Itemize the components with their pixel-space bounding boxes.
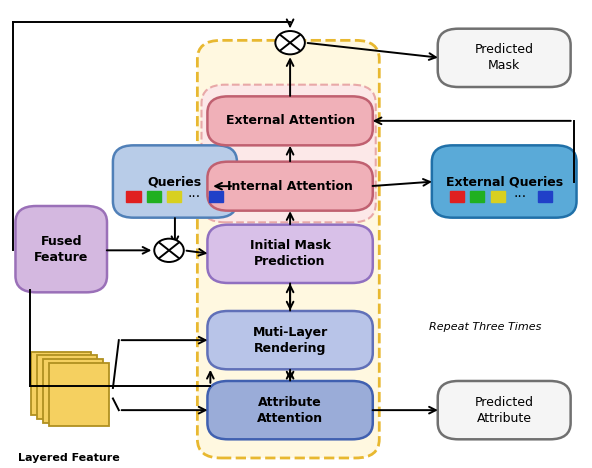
FancyBboxPatch shape: [437, 29, 571, 87]
FancyBboxPatch shape: [207, 311, 373, 369]
FancyBboxPatch shape: [207, 381, 373, 439]
Text: Attribute
Attention: Attribute Attention: [257, 395, 323, 424]
FancyBboxPatch shape: [197, 40, 379, 458]
Bar: [491, 191, 505, 202]
Text: Muti-Layer
Rendering: Muti-Layer Rendering: [252, 326, 328, 355]
Text: External Attention: External Attention: [226, 114, 355, 127]
Text: Predicted
Attribute: Predicted Attribute: [475, 395, 534, 424]
FancyBboxPatch shape: [207, 225, 373, 283]
Circle shape: [275, 31, 305, 54]
Text: External Queries: External Queries: [446, 175, 563, 188]
FancyBboxPatch shape: [113, 146, 237, 218]
Text: ···: ···: [188, 190, 201, 204]
Text: ···: ···: [513, 190, 526, 204]
FancyBboxPatch shape: [31, 351, 91, 415]
FancyBboxPatch shape: [432, 146, 577, 218]
Text: Layered Feature: Layered Feature: [18, 453, 120, 463]
FancyBboxPatch shape: [49, 363, 109, 426]
Bar: [470, 191, 484, 202]
Bar: [538, 191, 552, 202]
FancyBboxPatch shape: [37, 355, 97, 419]
Circle shape: [155, 239, 184, 262]
FancyBboxPatch shape: [201, 85, 376, 222]
FancyBboxPatch shape: [207, 96, 373, 146]
Text: Predicted
Mask: Predicted Mask: [475, 44, 534, 73]
FancyBboxPatch shape: [43, 359, 103, 423]
FancyBboxPatch shape: [437, 381, 571, 439]
Bar: [209, 191, 223, 202]
Bar: [147, 191, 161, 202]
Text: Fused
Feature: Fused Feature: [34, 234, 88, 263]
FancyBboxPatch shape: [15, 206, 107, 292]
Text: Repeat Three Times: Repeat Three Times: [429, 322, 541, 332]
Bar: [167, 191, 181, 202]
Bar: [449, 191, 464, 202]
Text: Initial Mask
Prediction: Initial Mask Prediction: [250, 239, 330, 268]
Text: Queries: Queries: [148, 175, 202, 188]
Text: Internal Attention: Internal Attention: [227, 180, 353, 193]
FancyBboxPatch shape: [207, 161, 373, 211]
Bar: [127, 191, 141, 202]
